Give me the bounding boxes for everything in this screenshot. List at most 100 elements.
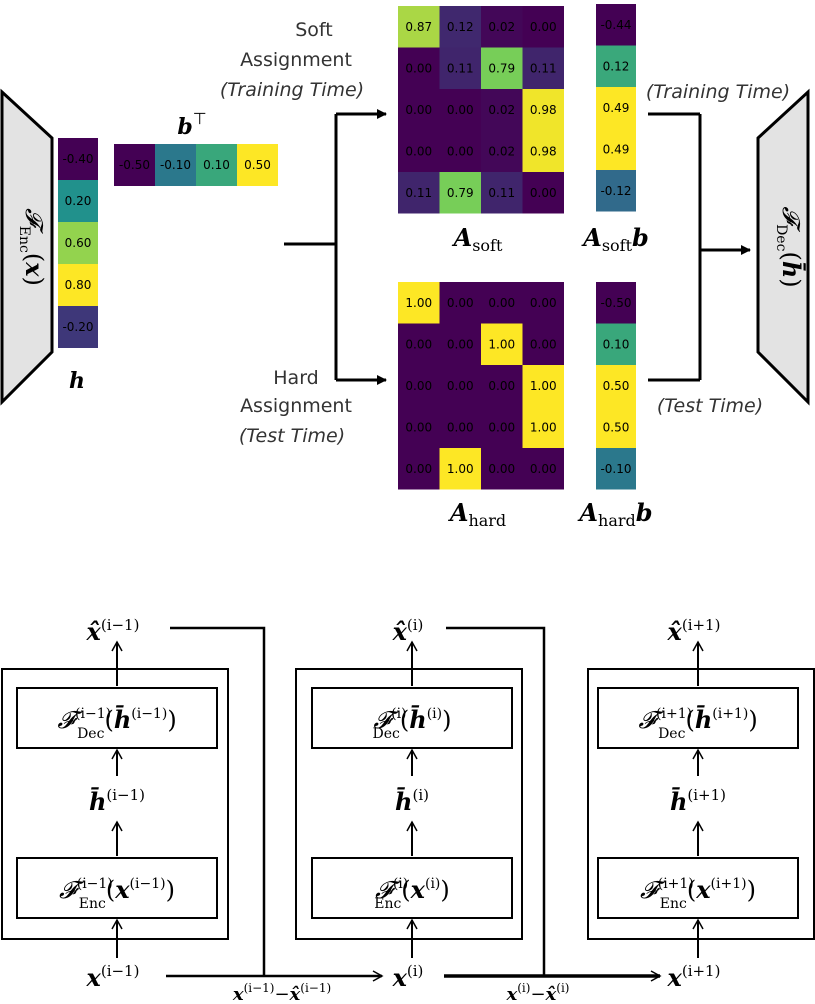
- a_soft-cell-value: 0.11: [447, 61, 474, 75]
- hard-label-line3: (Test Time): [239, 425, 345, 447]
- a_soft-cell-value: 0.02: [488, 103, 515, 117]
- a_hard-cell: 0.00: [481, 365, 523, 407]
- a_hard-cell: 0.00: [398, 365, 440, 407]
- a_soft-cell-fill: [522, 47, 564, 89]
- a_hard_b-cell-fill: [596, 282, 636, 324]
- a_soft-cell-value: 0.79: [447, 186, 474, 200]
- b-cell-value: -0.10: [160, 158, 191, 172]
- b-cell: 0.10: [196, 144, 237, 186]
- assignment-figure: 𝓕Enc(𝒙) -0.400.200.600.80-0.20 h -0.50 -0…: [0, 4, 810, 530]
- a_soft_b-cell-fill: [596, 128, 636, 170]
- a_hard_b-cell-value: 0.10: [603, 337, 630, 351]
- a_soft-cell: 0.02: [481, 89, 523, 131]
- h-cell-fill: [58, 264, 98, 306]
- a_soft-cell-value: 0.98: [530, 103, 557, 117]
- b-cell-fill: [237, 144, 278, 186]
- decoder-box: [311, 687, 513, 749]
- hard-label-line2: Assignment: [240, 395, 352, 417]
- a_hard-cell-value: 0.00: [405, 462, 432, 476]
- a_soft-cell: 0.00: [522, 172, 564, 214]
- h-cell: 0.20: [58, 180, 98, 222]
- a_hard-cell-fill: [398, 323, 440, 365]
- h-vector: -0.40 0.20 0.60 0.80 -0.20: [58, 138, 98, 348]
- a_soft-cell-value: 0.00: [530, 20, 557, 34]
- xhat-feedback-line-1: [170, 626, 266, 976]
- a_soft-cell: 0.11: [522, 47, 564, 89]
- a_hard-cell: 0.00: [481, 448, 523, 490]
- h-cell-value: 0.80: [65, 278, 92, 292]
- h-cell-fill: [58, 180, 98, 222]
- a_hard-cell: 0.00: [398, 406, 440, 448]
- decoder-label: 𝓕(i−1) Dec(h̄(i−1)): [57, 705, 176, 742]
- residual-connectors: [166, 626, 662, 982]
- a_hard-cell-value: 0.00: [530, 337, 557, 351]
- a_hard-cell-fill: [439, 323, 481, 365]
- a_soft-cell: 0.00: [439, 89, 481, 131]
- residual-label: x(i−1)−x̂(i−1): [232, 981, 331, 1004]
- a_soft-cell-fill: [439, 130, 481, 172]
- a_soft-cell-fill: [398, 172, 440, 214]
- a_hard-cell: 0.00: [398, 323, 440, 365]
- residual-pipeline: 𝓕(i−1) Dec(h̄(i−1)) 𝓕(i−1) Enc(x(i−1)) h̄(i−…: [1, 616, 815, 992]
- h-cell-value: 0.20: [65, 194, 92, 208]
- a_hard-cell: 1.00: [522, 365, 564, 407]
- a_hard-cell-fill: [522, 448, 564, 490]
- b-cell-fill: [155, 144, 196, 186]
- a_hard_b-cell-value: 0.50: [603, 420, 630, 434]
- a_hard-cell-value: 0.00: [405, 337, 432, 351]
- encoder-box: [16, 857, 218, 919]
- b-cell-value: 0.10: [203, 158, 230, 172]
- a_hard-cell-value: 0.00: [530, 462, 557, 476]
- stage-outer-box: [295, 668, 523, 940]
- a_hard-cell-fill: [398, 365, 440, 407]
- a_soft-cell-fill: [398, 89, 440, 131]
- a_hard_b-cell: 0.50: [596, 406, 636, 448]
- a_hard-cell: 0.00: [522, 448, 564, 490]
- a-soft-b-label: Asoftb: [581, 223, 649, 255]
- a_hard-cell: 0.00: [439, 282, 481, 324]
- a_soft_b-cell: -0.44: [596, 4, 636, 46]
- a_hard-cell-fill: [522, 323, 564, 365]
- h-cell: -0.20: [58, 306, 98, 348]
- a_hard_b-cell-value: -0.10: [600, 462, 631, 476]
- a_hard-cell-fill: [439, 448, 481, 490]
- a_hard-cell-fill: [439, 365, 481, 407]
- a_hard-cell: 0.00: [481, 406, 523, 448]
- h-cell: 0.60: [58, 222, 98, 264]
- a_soft_b-cell: 0.49: [596, 128, 636, 170]
- a_soft-cell-value: 0.02: [488, 20, 515, 34]
- a_hard-cell-value: 0.00: [447, 337, 474, 351]
- h-cell: -0.40: [58, 138, 98, 180]
- a_soft_b-cell-value: -0.12: [600, 184, 631, 198]
- a_hard-cell-value: 0.00: [447, 420, 474, 434]
- b-transpose-label: b⊤: [177, 109, 206, 140]
- h-cell-value: 0.60: [65, 236, 92, 250]
- a_hard-cell-fill: [439, 406, 481, 448]
- a_soft-cell: 0.11: [439, 47, 481, 89]
- decoder-box: [597, 687, 799, 749]
- a_soft-cell-fill: [439, 172, 481, 214]
- decoder-block: 𝓕Dec(h̄): [756, 88, 810, 406]
- a-hard-label: Ahard: [448, 498, 506, 530]
- decoder-label: 𝓕(i) Dec(h̄(i)): [373, 705, 452, 742]
- a_soft-cell: 0.79: [481, 47, 523, 89]
- decoder-box: [16, 687, 218, 749]
- soft-label-line1: Soft: [295, 19, 333, 41]
- residual-label: x(i)−x̂(i): [506, 981, 570, 1004]
- a_hard-cell-value: 1.00: [530, 420, 557, 434]
- a_soft-cell-value: 0.00: [447, 144, 474, 158]
- a_hard-cell: 0.00: [398, 448, 440, 490]
- a-soft-matrix: 0.87 0.12 0.02 0.00 0.00 0.11 0.79 0.11 0.00 0.00…: [398, 6, 564, 214]
- a_soft-cell-value: 0.79: [488, 61, 515, 75]
- a_hard-cell-value: 1.00: [488, 337, 515, 351]
- b-cell-fill: [196, 144, 237, 186]
- a_hard_b-cell-fill: [596, 365, 636, 407]
- a_hard-cell: 1.00: [522, 406, 564, 448]
- a_soft-cell-value: 0.11: [488, 186, 515, 200]
- a_hard-cell-fill: [439, 282, 481, 324]
- a_soft-cell-value: 0.00: [405, 103, 432, 117]
- stage-2: 𝓕(i+1) Dec(h̄(i+1)) 𝓕(i+1) Enc(x(i+1)) h̄(i+…: [587, 616, 815, 992]
- a_hard-cell-fill: [522, 365, 564, 407]
- a_hard-cell-fill: [522, 282, 564, 324]
